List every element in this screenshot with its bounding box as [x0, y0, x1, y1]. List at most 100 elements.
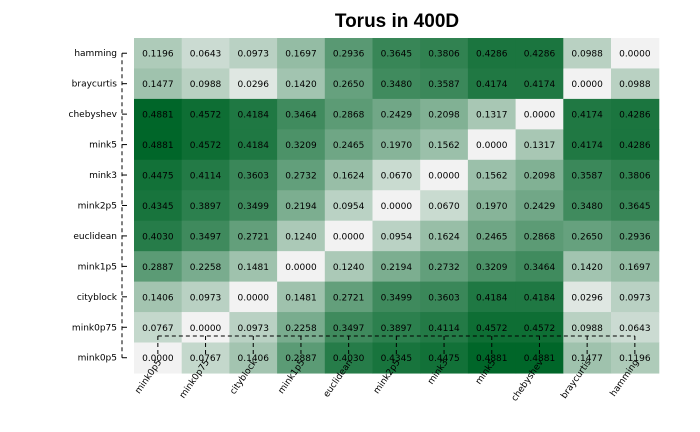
heatmap-cell: [229, 129, 278, 161]
cell-value-label: 0.0954: [333, 202, 365, 212]
cell-value-label: 0.2650: [571, 232, 603, 242]
heatmap-cell: [134, 68, 183, 100]
heatmap-cell: [563, 159, 612, 191]
heatmap-cell: [420, 159, 469, 191]
heatmap-cell: [515, 251, 564, 283]
cell-value-label: 0.1624: [333, 172, 365, 182]
cell-value-label: 0.0000: [428, 172, 460, 182]
heatmap-cell: [181, 68, 230, 100]
row-label: cityblock: [77, 293, 118, 303]
heatmap-cell: [134, 281, 183, 313]
cell-value-label: 0.4572: [524, 324, 556, 334]
cell-value-label: 0.0296: [571, 293, 603, 303]
heatmap-cell: [229, 251, 278, 283]
heatmap-cell: [181, 251, 230, 283]
heatmap-cell: [611, 220, 660, 252]
cell-value-label: 0.4174: [476, 80, 508, 90]
cell-value-label: 0.3645: [381, 50, 413, 60]
cell-value-label: 0.2868: [333, 111, 365, 121]
heatmap-cell: [611, 159, 660, 191]
cell-value-label: 0.2429: [381, 111, 413, 121]
cell-value-label: 0.3209: [285, 141, 317, 151]
cell-value-label: 0.0988: [571, 324, 603, 334]
heatmap-cell: [324, 68, 374, 100]
cell-value-label: 0.3897: [381, 324, 413, 334]
heatmap-cell: [229, 68, 278, 100]
heatmap-cell: [134, 220, 183, 252]
cell-value-label: 0.4174: [524, 80, 556, 90]
cell-value-label: 0.2098: [524, 172, 556, 182]
heatmap-cell: [134, 342, 183, 374]
heatmap-cell: [515, 68, 564, 100]
cell-value-label: 0.3480: [571, 202, 603, 212]
cell-value-label: 0.3603: [428, 293, 460, 303]
cell-value-label: 0.2465: [476, 232, 508, 242]
cell-value-label: 0.0670: [381, 172, 413, 182]
heatmap-cell: [515, 129, 564, 161]
heatmap-cell: [277, 220, 326, 252]
cell-value-label: 0.4286: [619, 141, 651, 151]
heatmap-cell: [372, 159, 421, 191]
cell-value-label: 0.1562: [428, 141, 460, 151]
cell-value-label: 0.2429: [524, 202, 556, 212]
cell-value-label: 0.4184: [476, 293, 508, 303]
cell-value-label: 0.0296: [238, 80, 270, 90]
cell-value-label: 0.2194: [381, 263, 413, 273]
heatmap-cell: [467, 98, 517, 130]
heatmap-cell: [611, 190, 660, 222]
cell-value-label: 0.1970: [381, 141, 413, 151]
cell-value-label: 0.2258: [285, 324, 317, 334]
cell-value-label: 0.3497: [190, 232, 222, 242]
cell-value-label: 0.1970: [476, 202, 508, 212]
cell-value-label: 0.0000: [333, 232, 365, 242]
cell-value-label: 0.0670: [428, 202, 460, 212]
cell-value-label: 0.0000: [285, 263, 317, 273]
cell-value-label: 0.1697: [619, 263, 651, 273]
row-label: euclidean: [73, 232, 117, 242]
heatmap-cell: [181, 190, 230, 222]
cell-value-label: 0.0973: [238, 324, 270, 334]
heatmap-cell: [181, 98, 230, 130]
heatmap-cell: [611, 281, 660, 313]
heatmap-cell: [134, 251, 183, 283]
cell-value-label: 0.2936: [333, 50, 365, 60]
cell-value-label: 0.1420: [285, 80, 317, 90]
heatmap-cell: [372, 251, 421, 283]
cell-value-label: 0.4174: [571, 111, 603, 121]
heatmap-cell: [229, 38, 278, 70]
cell-value-label: 0.1481: [285, 293, 317, 303]
heatmap-cell: [467, 342, 517, 374]
cell-value-label: 0.4572: [190, 141, 222, 151]
heatmap-cell: [467, 38, 517, 70]
cell-value-label: 0.0954: [381, 232, 413, 242]
cell-value-label: 0.3464: [524, 263, 556, 273]
cell-value-label: 0.2650: [333, 80, 365, 90]
heatmap-cell: [563, 281, 612, 313]
cell-value-label: 0.1317: [476, 111, 508, 121]
cell-value-label: 0.4114: [428, 324, 460, 334]
cell-value-label: 0.1697: [285, 50, 317, 60]
cell-value-label: 0.2721: [333, 293, 365, 303]
heatmap-cell: [324, 129, 374, 161]
heatmap-cell: [181, 342, 230, 374]
heatmap-cell: [563, 251, 612, 283]
cell-value-label: 0.3806: [619, 172, 651, 182]
cell-value-label: 0.4286: [476, 50, 508, 60]
heatmap-cell: [467, 159, 517, 191]
cell-value-label: 0.1562: [476, 172, 508, 182]
heatmap-cell: [611, 68, 660, 100]
cell-value-label: 0.1477: [571, 354, 603, 364]
heatmap-cell: [420, 251, 469, 283]
chart-title: Torus in 400D: [335, 11, 459, 32]
cell-value-label: 0.4174: [571, 141, 603, 151]
heatmap-cell: [372, 281, 421, 313]
cell-value-label: 0.0000: [190, 324, 222, 334]
heatmap-cell: [229, 281, 278, 313]
cell-value-label: 0.0000: [619, 50, 651, 60]
cell-value-label: 0.4881: [476, 354, 508, 364]
cell-value-label: 0.0000: [238, 293, 270, 303]
heatmap-cell: [467, 281, 517, 313]
cell-value-label: 0.3499: [381, 293, 413, 303]
heatmap-cell: [611, 251, 660, 283]
cell-value-label: 0.3806: [428, 50, 460, 60]
